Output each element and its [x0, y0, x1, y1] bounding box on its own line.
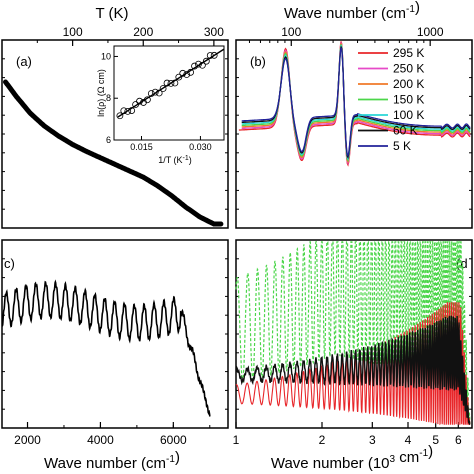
- legend-label: 60 K: [393, 124, 418, 138]
- series-line: [241, 42, 471, 166]
- inset-data-point: [136, 97, 143, 105]
- inset-data-point: [143, 96, 151, 104]
- inset-data-point: [202, 57, 210, 65]
- title-part: ): [428, 443, 433, 460]
- inset-y-title: ln(ρ) (Ω cm): [96, 69, 106, 117]
- panel-a-top-axis-title: T (K): [95, 5, 128, 22]
- title-part: ): [415, 0, 420, 16]
- inset-data-point: [206, 52, 214, 59]
- inset-data-point: [132, 101, 140, 108]
- inset-data-point: [191, 62, 198, 70]
- x-tick-label: 4: [405, 433, 412, 447]
- title-part: -1: [183, 155, 189, 162]
- title-superscript: -1: [406, 4, 415, 15]
- inset-y-tick-label: 10: [101, 51, 111, 61]
- x-tick-label: 2000: [14, 433, 41, 447]
- inset-x-tick-label: 0.015: [130, 142, 153, 152]
- inset-data-point: [159, 85, 167, 92]
- panel-c-x-axis-title: Wave number (cm-1): [44, 449, 180, 472]
- panel-c-plot: 2000 4000 6000: [1, 258, 228, 447]
- panel-b-label: (b): [250, 54, 266, 69]
- panel-c-label: c): [4, 256, 15, 271]
- inset-y-tick-label: 6: [106, 135, 111, 145]
- inset-data-point: [155, 89, 163, 97]
- inset-data-point: [128, 107, 136, 114]
- title-part: Wave number (cm: [44, 455, 166, 472]
- legend-label: 5 K: [393, 139, 411, 153]
- title-superscript: -1: [419, 448, 428, 459]
- x-tick-label: 4000: [87, 433, 114, 447]
- x-tick-label: 1: [233, 433, 240, 447]
- series-line: [241, 44, 471, 163]
- series-line: [241, 43, 471, 164]
- series-line: [241, 45, 471, 161]
- inset-data-point: [179, 69, 187, 77]
- top-tick-label: 300: [204, 25, 224, 39]
- inset-x-tick-label: 0.030: [189, 142, 212, 152]
- inset-data-point: [147, 90, 155, 97]
- x-tick-label: 2: [319, 433, 326, 447]
- inset-data-point: [183, 71, 191, 78]
- inset-data-point: [120, 107, 128, 115]
- inset-x-title: 1/T (K-1): [158, 155, 192, 165]
- inset-y-tick-label: 8: [106, 93, 111, 103]
- title-superscript: 3: [390, 454, 396, 465]
- panel-c-frame: [1, 239, 229, 429]
- inset-data-point: [187, 68, 195, 76]
- x-tick-label: 3: [369, 433, 376, 447]
- legend-label: 100 K: [393, 108, 424, 122]
- title-part: Wave number (cm: [284, 5, 406, 22]
- panel-a-plot: 100 200 300 0.015 0.030 6 8 10 1/T (K-1) ln(ρ) (Ω…: [2, 25, 228, 227]
- inset-data-point: [163, 79, 171, 87]
- inset-data-point: [195, 60, 202, 68]
- series-line: [238, 41, 471, 167]
- series-line: [241, 46, 471, 160]
- inset-data-point: [210, 51, 218, 59]
- inset-data-point: [151, 88, 159, 96]
- title-part: cm: [395, 449, 419, 466]
- spectrum-line: [1, 279, 211, 417]
- title-part: ): [175, 449, 180, 466]
- top-tick-label: 200: [133, 25, 153, 39]
- legend-label: 250 K: [393, 62, 424, 76]
- inset-data-point: [167, 79, 175, 87]
- inset-data-point: [198, 61, 206, 69]
- legend-label: 200 K: [393, 77, 424, 91]
- x-tick-label: 6000: [160, 433, 187, 447]
- panel-d-plot: 1 2 3 4 5 6: [233, 241, 472, 447]
- x-tick-label: 5: [432, 433, 439, 447]
- inset-data-point: [124, 107, 132, 115]
- resistivity-curve: [3, 79, 224, 227]
- panel-d-x-axis-title: Wave number (103 cm-1): [271, 443, 433, 472]
- inset-data-point: [171, 79, 179, 87]
- inset-data-point: [116, 112, 124, 120]
- title-part: 1/T (K: [158, 155, 182, 165]
- title-part: Wave number (10: [271, 455, 390, 472]
- inset-data-point: [175, 73, 183, 81]
- legend-label: 295 K: [393, 46, 424, 60]
- legend-label: 150 K: [393, 93, 424, 107]
- top-tick-label: 1000: [417, 25, 444, 39]
- title-part: ): [189, 155, 192, 165]
- panel-a-label: (a): [16, 54, 32, 69]
- series-line-black: [235, 315, 471, 425]
- inset-fit-line: [117, 48, 225, 118]
- panel-b-top-axis-title: Wave number (cm-1): [284, 0, 420, 22]
- top-tick-label: 100: [63, 25, 83, 39]
- title-superscript: -1: [166, 454, 175, 465]
- series-line: [241, 47, 471, 158]
- top-tick-label: 100: [281, 25, 301, 39]
- x-tick-label: 6: [455, 433, 462, 447]
